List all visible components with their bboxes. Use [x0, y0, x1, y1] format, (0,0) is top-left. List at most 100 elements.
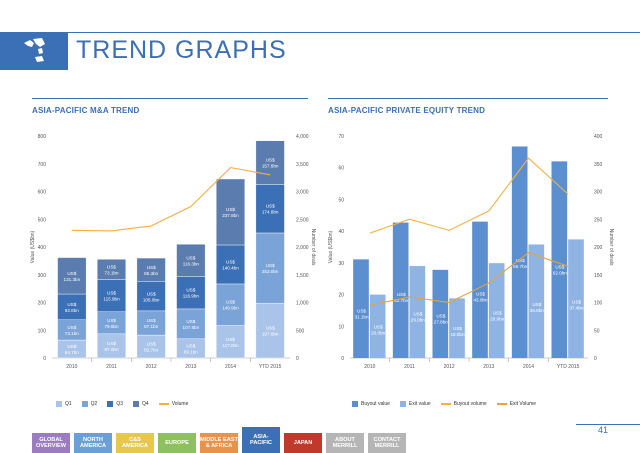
nav-tab-about-merrill[interactable]: ABOUT MERRILL [326, 433, 364, 453]
data-label: US$ [374, 324, 383, 329]
bar-segment [255, 140, 285, 185]
x-tick-label: 2011 [106, 364, 117, 370]
y-tick-label: 0 [43, 356, 46, 362]
legend-item: Q2 [81, 401, 98, 407]
data-label: 66.7bn [513, 264, 527, 269]
x-tick-label: YTD 2015 [557, 364, 580, 370]
legend-item: Exit Volume [496, 401, 536, 407]
y-tick-label: 500 [38, 217, 47, 223]
nav-tab-middle-east-africa[interactable]: MIDDLE EAST & AFRICA [200, 433, 238, 453]
y2-tick-label: 2,000 [296, 245, 309, 251]
x-tick-label: 2012 [146, 364, 157, 370]
legend-swatch [440, 403, 451, 405]
data-label: 149.9bn [222, 306, 239, 311]
data-label: US$ [397, 292, 406, 297]
bar [409, 266, 426, 358]
data-label: US$ [226, 259, 235, 264]
bar-segment [97, 333, 126, 359]
y-tick-label: 700 [38, 162, 47, 168]
bar [449, 298, 465, 358]
data-label: 29.9bn [490, 316, 504, 321]
bar-segment [216, 325, 245, 359]
legend-swatch [56, 401, 62, 407]
bar [528, 244, 545, 358]
globe-icon [0, 32, 68, 70]
legend-swatch [158, 403, 169, 405]
nav-tab-global-overview[interactable]: GLOBAL OVERVIEW [32, 433, 70, 453]
data-label: 131.3bn [64, 277, 81, 282]
data-label: 35.8bn [530, 308, 544, 313]
y-tick-label: 200 [38, 301, 47, 307]
y-axis-label: Value (US$bn) [30, 230, 36, 263]
y2-tick-label: 1,000 [296, 301, 309, 307]
data-label: US$ [147, 342, 156, 347]
x-tick-label: 2012 [444, 364, 455, 370]
x-tick-label: YTD 2015 [259, 364, 282, 370]
pe-chart-title: ASIA-PACIFIC PRIVATE EQUITY TREND [328, 106, 486, 115]
data-label: US$ [186, 343, 195, 348]
legend-label: Q2 [90, 401, 98, 407]
data-label: 197.6bn [262, 332, 279, 337]
data-label: US$ [555, 265, 564, 270]
y2-tick-label: 0 [296, 356, 299, 362]
bar-segment [176, 308, 206, 340]
y-tick-label: 30 [338, 261, 344, 267]
bar [353, 259, 369, 358]
nav-tab-north-america[interactable]: NORTH AMERICA [74, 433, 112, 453]
y-tick-label: 70 [338, 134, 344, 140]
x-tick-label: 2014 [523, 364, 534, 370]
ma-trend-chart: 0 100 200 300 400 500 600 700 800 0 500 1,000 1,500 2… [30, 134, 316, 370]
y2-tick-label: 1,500 [296, 273, 309, 279]
bar-segment [176, 276, 206, 310]
y2-tick-label: 300 [594, 190, 603, 196]
y-tick-label: 600 [38, 190, 47, 196]
nav-tab-europe[interactable]: EUROPE [158, 433, 196, 453]
data-label: 69.1bn [184, 349, 198, 354]
y-tick-label: 300 [38, 273, 47, 279]
page-number-rule [576, 424, 640, 425]
data-label: US$ [532, 302, 541, 307]
data-label: 42.7bn [394, 298, 408, 303]
data-label: US$ [67, 344, 76, 349]
data-label: US$ [186, 288, 195, 293]
data-label: US$ [413, 312, 422, 317]
legend-swatch [107, 401, 114, 407]
data-label: 85.3bn [144, 271, 158, 276]
y2-tick-label: 100 [594, 301, 603, 307]
legend-label: Exit value [408, 401, 431, 407]
bar-segment [97, 279, 126, 312]
y2-tick-label: 50 [594, 328, 600, 334]
pe-trend-chart: 0 10 20 30 40 50 60 70 0 50 100 150 200 250 300 350 400 V… [328, 134, 614, 370]
y2-tick-label: 200 [594, 245, 603, 251]
data-label: 107.8bn [183, 325, 200, 330]
y-tick-label: 400 [38, 245, 47, 251]
data-label: 140.4bn [222, 265, 239, 270]
data-label: US$ [266, 158, 275, 163]
data-label: US$ [147, 291, 156, 296]
bar [472, 221, 488, 358]
data-label: 157.6bn [262, 164, 279, 169]
legend-swatch [352, 401, 358, 407]
y2-axis-label: Number of deals [310, 229, 316, 266]
y2-tick-label: 350 [594, 162, 603, 168]
legend-item: Exit value [399, 401, 431, 407]
nav-tab-asia-pacific[interactable]: ASIA- PACIFIC [242, 427, 280, 453]
legend-swatch [81, 401, 88, 407]
data-label: US$ [493, 310, 502, 315]
y-tick-label: 0 [341, 356, 344, 362]
y2-tick-label: 150 [594, 273, 603, 279]
bar [432, 269, 449, 358]
data-label: 62.0bn [553, 271, 567, 276]
nav-tab-c-s-america[interactable]: C&S AMERICA [116, 433, 154, 453]
data-label: 29.0bn [411, 318, 425, 323]
x-tick-label: 2010 [364, 364, 375, 370]
header-band [0, 32, 640, 70]
bar-segment [255, 232, 285, 304]
bar [551, 161, 568, 358]
ma-legend: Q1 Q2 Q3 Q4 Volume [56, 401, 188, 407]
bar [568, 239, 584, 358]
nav-tab-contact-merrill[interactable]: CONTACT MERRILL [368, 433, 406, 453]
legend-swatch [133, 401, 140, 407]
nav-tab-japan[interactable]: JAPAN [284, 433, 322, 453]
y-tick-label: 50 [338, 197, 344, 203]
